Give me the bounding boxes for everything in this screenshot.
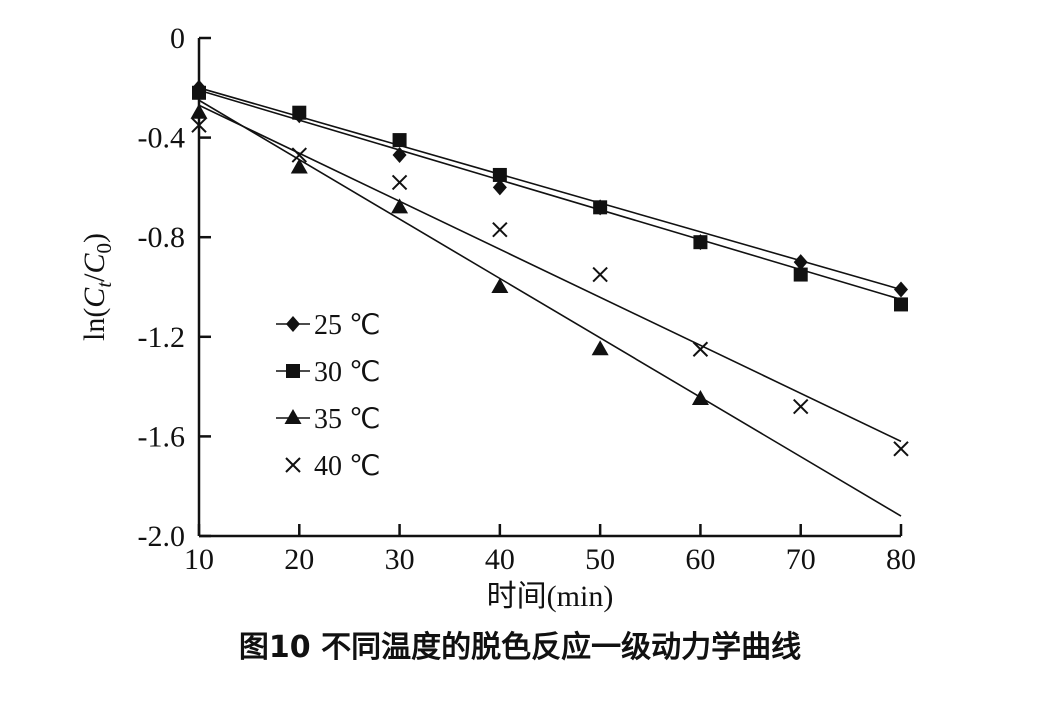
data-point-diamond [492, 179, 507, 196]
fit-line-series-3 [198, 104, 902, 443]
data-point-square [492, 167, 507, 182]
x-tick-label: 30 [385, 543, 415, 576]
legend-label: 25 ℃ [314, 310, 380, 341]
y-axis-title-text: ln(Ct/C0) [78, 233, 116, 341]
y-tick-label: -1.2 [138, 321, 186, 354]
x-tick-label: 80 [886, 543, 916, 576]
data-point-triangle [391, 198, 409, 214]
data-point-triangle [190, 103, 208, 119]
data-point-square [292, 105, 307, 120]
x-tick-label: 50 [585, 543, 615, 576]
legend-label: 40 ℃ [314, 451, 380, 482]
data-point-square [593, 200, 608, 215]
chart-canvas: 0 -0.4 -0.8 -1.2 -1.6 -2.010 20 30 40 50 60 70 80 25… [78, 22, 917, 613]
data-point-square [192, 85, 206, 100]
data-point-triangle [591, 340, 609, 356]
data-point-cross [592, 266, 608, 283]
x-tick-label: 40 [485, 543, 515, 576]
figure-caption: 图10 不同温度的脱色反应一级动力学曲线 [238, 630, 802, 665]
x-tick-label: 20 [284, 543, 314, 576]
data-point-diamond [793, 254, 808, 271]
legend-label: 35 ℃ [314, 404, 380, 435]
legend-label: 30 ℃ [314, 357, 380, 388]
cross-stroke [692, 341, 709, 357]
fit-line-series-1 [198, 89, 902, 301]
data-point-cross [291, 147, 307, 163]
legend: 25 ℃ 30 ℃ 35 ℃ 40 ℃ [276, 310, 380, 482]
fit-lines [198, 87, 902, 517]
data-point-cross [191, 117, 207, 133]
data-point-square [392, 133, 407, 148]
y-tick-label: -2.0 [138, 520, 186, 553]
y-tick-label: -0.4 [138, 122, 186, 155]
data-point-cross [893, 441, 909, 457]
legend-marker-square [286, 364, 300, 378]
cross-stroke [285, 457, 301, 473]
data-points [190, 79, 909, 457]
data-point-triangle [691, 390, 709, 406]
data-point-square [693, 235, 708, 250]
x-tick-label: 10 [184, 543, 214, 576]
data-point-cross [793, 398, 809, 415]
cross-stroke [793, 398, 809, 415]
cross-stroke [191, 117, 207, 133]
y-tick-label: 0 [170, 22, 185, 55]
data-point-diamond [392, 147, 407, 164]
cross-stroke [391, 174, 408, 191]
data-point-triangle [491, 278, 509, 293]
y-tick-label: -0.8 [138, 221, 186, 254]
x-axis-title: 时间(min) [487, 580, 614, 613]
legend-marker-diamond [286, 316, 300, 332]
cross-stroke [592, 266, 608, 283]
data-point-cross [692, 341, 709, 357]
y-axis-title: ln(Ct/C0) [78, 233, 116, 341]
x-tick-label: 70 [786, 543, 816, 576]
cross-stroke [492, 222, 508, 238]
axes [197, 38, 901, 538]
y-tick-label: -1.6 [138, 420, 186, 453]
fit-line-series-0 [198, 87, 902, 291]
data-point-cross [391, 174, 408, 191]
ticks: 0 -0.4 -0.8 -1.2 -1.6 -2.010 20 30 40 50 60 70 80 [138, 22, 917, 576]
data-point-triangle [290, 158, 308, 174]
data-point-cross [492, 222, 508, 238]
fit-line-series-2 [198, 99, 902, 517]
cross-stroke [893, 441, 909, 457]
data-point-square [894, 297, 908, 312]
data-point-diamond [894, 281, 908, 298]
x-tick-label: 60 [685, 543, 715, 576]
data-point-square [793, 267, 808, 282]
cross-stroke [291, 147, 307, 163]
legend-marker-triangle [284, 409, 302, 424]
legend-marker-cross [285, 457, 301, 473]
